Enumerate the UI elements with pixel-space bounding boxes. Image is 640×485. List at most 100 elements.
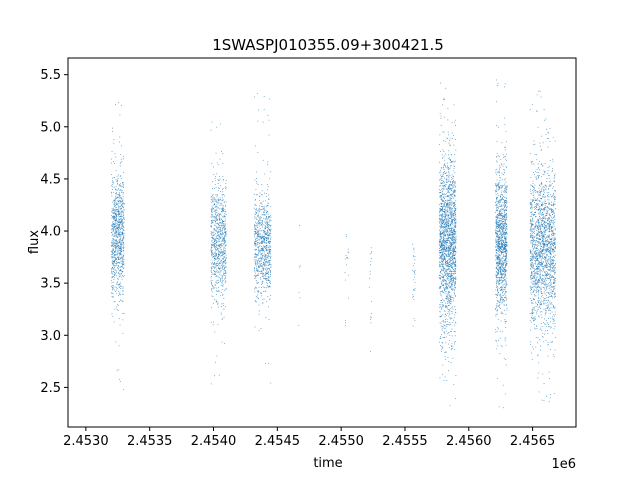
data-point [439, 250, 441, 251]
data-point [117, 203, 119, 205]
data-point [442, 176, 444, 177]
data-point [454, 246, 456, 248]
data-point [453, 229, 455, 231]
data-point [269, 246, 271, 247]
data-point [501, 242, 502, 243]
data-point [214, 224, 215, 226]
data-point [442, 251, 444, 253]
data-point [441, 221, 442, 223]
data-point [219, 229, 221, 230]
data-point [217, 231, 219, 232]
data-point [450, 245, 452, 246]
data-point [500, 208, 502, 210]
data-point [440, 278, 441, 280]
data-point [115, 170, 117, 172]
data-point [117, 265, 119, 267]
data-point [213, 263, 215, 265]
data-point [216, 204, 218, 206]
data-point [212, 272, 214, 274]
data-point [453, 182, 455, 184]
data-point [225, 183, 227, 184]
data-point [448, 238, 450, 239]
data-point [447, 226, 449, 228]
data-point [501, 275, 503, 277]
data-point [259, 237, 261, 238]
data-point [116, 209, 118, 210]
data-point [454, 258, 456, 260]
data-point [439, 233, 441, 235]
data-point [444, 223, 445, 225]
data-point [254, 231, 256, 232]
data-point [452, 178, 454, 179]
data-point [112, 249, 114, 251]
data-point [113, 233, 115, 235]
data-point [500, 279, 502, 281]
data-point [450, 257, 452, 259]
data-point [451, 307, 453, 309]
data-point [454, 186, 456, 188]
data-point [449, 181, 451, 183]
data-point [121, 203, 123, 205]
data-point [218, 199, 219, 201]
data-point [265, 209, 267, 211]
data-point [117, 183, 119, 185]
data-point [454, 283, 456, 285]
data-point [449, 317, 451, 319]
data-point [217, 213, 219, 215]
data-point [442, 131, 444, 133]
data-point [222, 275, 223, 277]
data-point [270, 280, 272, 282]
data-point [116, 309, 118, 310]
data-point [447, 220, 449, 222]
data-point [218, 234, 220, 236]
data-point [220, 262, 221, 264]
data-point [265, 255, 267, 257]
data-point [118, 278, 119, 280]
data-point [257, 244, 259, 246]
data-point [216, 290, 218, 292]
data-point [120, 201, 122, 203]
data-point [268, 119, 270, 121]
data-point [259, 195, 261, 197]
data-point [501, 240, 503, 242]
data-point [114, 217, 116, 219]
data-point [444, 201, 446, 203]
data-point [454, 280, 456, 282]
data-point [118, 317, 120, 319]
data-point [445, 298, 447, 299]
data-point [115, 251, 117, 253]
data-point [120, 191, 122, 193]
data-point [218, 187, 220, 189]
data-point [259, 219, 261, 221]
data-point [258, 213, 259, 215]
data-point [117, 258, 119, 260]
data-point [270, 263, 272, 265]
data-point [211, 213, 212, 215]
data-point [448, 223, 450, 225]
data-point [120, 209, 122, 210]
data-point [449, 207, 451, 209]
data-point [114, 220, 116, 221]
data-point [451, 230, 453, 231]
data-point [121, 301, 123, 302]
data-point [223, 256, 225, 258]
data-point [447, 246, 449, 248]
data-point [448, 240, 450, 242]
data-point [268, 281, 270, 283]
data-point [499, 224, 501, 226]
data-point [116, 176, 118, 178]
data-point [495, 204, 497, 205]
data-point [443, 238, 444, 240]
data-point [497, 256, 499, 258]
data-point [212, 211, 214, 213]
data-point [450, 252, 452, 254]
data-point [496, 236, 498, 238]
data-point [454, 341, 456, 342]
data-point [254, 267, 255, 269]
data-point [448, 305, 449, 306]
data-point [264, 232, 266, 234]
data-point [444, 155, 446, 157]
data-point [256, 240, 257, 242]
data-point [268, 274, 269, 275]
data-point [261, 236, 263, 238]
